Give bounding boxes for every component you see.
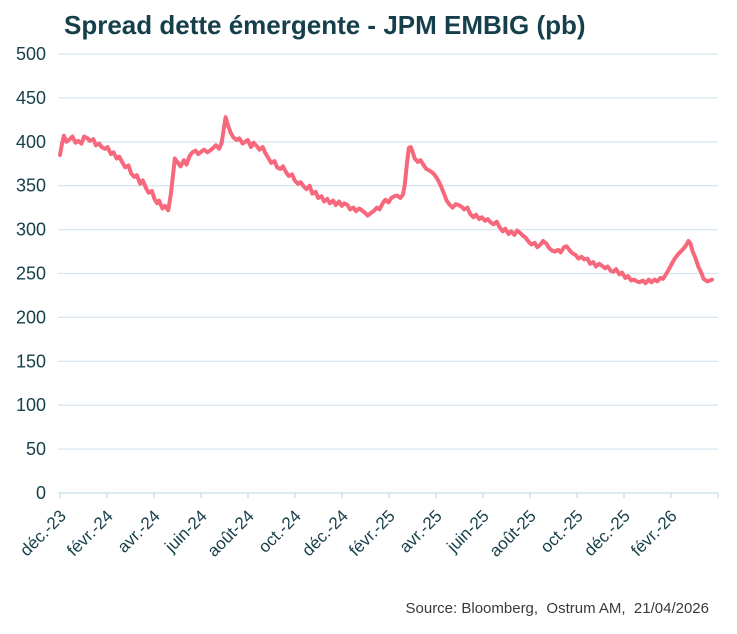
x-axis-tick-label: juin-25 [443,506,493,556]
y-axis-tick-label: 450 [16,88,46,108]
x-axis-tick-label: avr.-25 [396,506,446,556]
x-axis-tick-label: déc.-25 [580,506,634,560]
x-axis-tick-label: oct.-25 [537,506,587,556]
y-axis-tick-label: 150 [16,351,46,371]
spread-series-line [58,115,714,286]
x-axis-tick-label: févr.-26 [627,506,681,560]
x-axis-tick-label: déc.-23 [16,506,70,560]
x-axis-tick-label: juin-24 [161,506,211,556]
x-axis-tick-label: févr.-24 [63,506,117,560]
x-axis-tick-label: déc.-24 [298,506,352,560]
x-axis-tick-label: août-24 [204,506,258,560]
y-axis-tick-label: 200 [16,307,46,327]
y-axis-tick-label: 0 [36,483,46,503]
y-axis-tick-label: 300 [16,220,46,240]
y-axis-tick-label: 250 [16,264,46,284]
x-axis-tick-label: avr.-24 [114,506,164,556]
y-axis-tick-label: 350 [16,176,46,196]
x-axis-tick-label: août-25 [486,506,540,560]
y-axis-tick-label: 100 [16,395,46,415]
x-axis-tick-label: févr.-25 [345,506,399,560]
x-axis-tick-label: oct.-24 [255,506,305,556]
source-note: Source: Bloomberg, Ostrum AM, 21/04/2026 [405,600,710,617]
y-axis-tick-label: 400 [16,132,46,152]
chart-title: Spread dette émergente - JPM EMBIG (pb) [64,10,586,40]
y-axis-tick-label: 500 [16,44,46,64]
y-axis-tick-label: 50 [26,439,46,459]
